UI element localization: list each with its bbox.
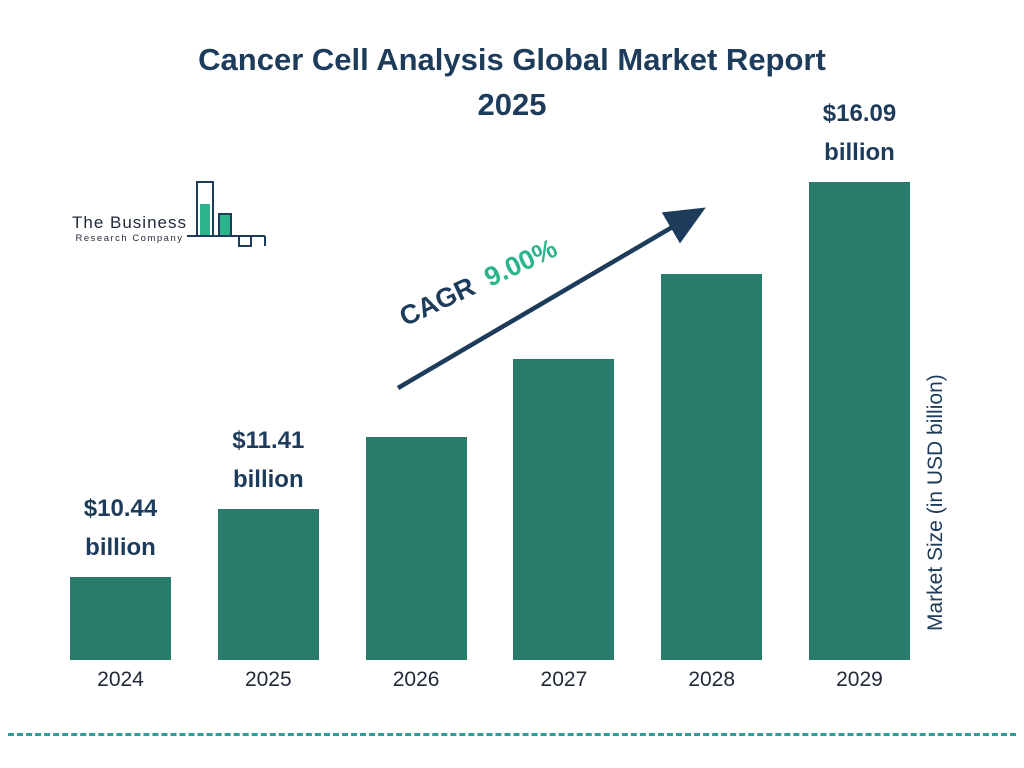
x-axis-label-2024: 2024 xyxy=(97,668,144,691)
bar-cell-2028 xyxy=(661,274,763,660)
bar-2024 xyxy=(70,577,171,660)
company-logo-name: The Business xyxy=(72,213,187,232)
company-logo: The Business Research Company xyxy=(72,178,287,248)
bar-cell-2024: $10.44 billion xyxy=(70,490,171,660)
bar-value-label-2029: $16.09 billion xyxy=(822,100,897,166)
company-logo-text: The Business Research Company xyxy=(72,213,187,248)
chart-title-line2: 2025 xyxy=(477,86,547,122)
company-logo-subname: Research Company xyxy=(75,233,184,244)
chart-title: Cancer Cell Analysis Global Market Repor… xyxy=(0,38,1024,128)
company-logo-bars-icon xyxy=(187,181,266,247)
x-axis-labels: 2024 2025 2026 2027 2028 2029 xyxy=(70,668,910,692)
bar-cell-2025: $11.41 billion xyxy=(217,422,319,660)
x-axis-label-2028: 2028 xyxy=(688,668,736,691)
bar-cell-2026 xyxy=(365,437,467,660)
y-axis-title: Market Size (in USD billion) xyxy=(924,374,947,632)
bar-cell-2027 xyxy=(513,359,615,660)
x-axis-label-2027: 2027 xyxy=(540,668,588,691)
bar-cell-2029: $16.09 billion xyxy=(808,95,910,660)
bar-2028 xyxy=(661,274,763,660)
x-axis-label-2025: 2025 xyxy=(244,668,292,691)
bar-value-label-2025: $11.41 billion xyxy=(232,427,305,493)
bar-2027 xyxy=(513,359,615,660)
x-axis-label-2026: 2026 xyxy=(392,668,440,691)
bar-2025 xyxy=(217,509,319,660)
bar-2029 xyxy=(808,182,910,660)
bar-2026 xyxy=(365,437,467,660)
chart-title-line1: Cancer Cell Analysis Global Market Repor… xyxy=(198,42,826,77)
bar-group: $10.44 billion $11.41 billion $16.09 billion xyxy=(70,95,910,660)
x-axis-label-2029: 2029 xyxy=(836,668,883,691)
bottom-dashed-divider xyxy=(8,733,1016,736)
bar-value-label-2024: $10.44 billion xyxy=(83,495,158,561)
